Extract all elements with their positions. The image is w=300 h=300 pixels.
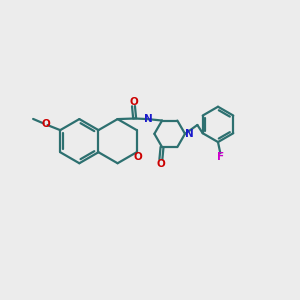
- Text: O: O: [157, 159, 165, 169]
- Text: F: F: [217, 152, 224, 162]
- Text: O: O: [41, 119, 50, 129]
- Text: N: N: [185, 129, 194, 139]
- Text: O: O: [129, 97, 138, 107]
- Text: N: N: [143, 114, 152, 124]
- Text: O: O: [134, 152, 142, 162]
